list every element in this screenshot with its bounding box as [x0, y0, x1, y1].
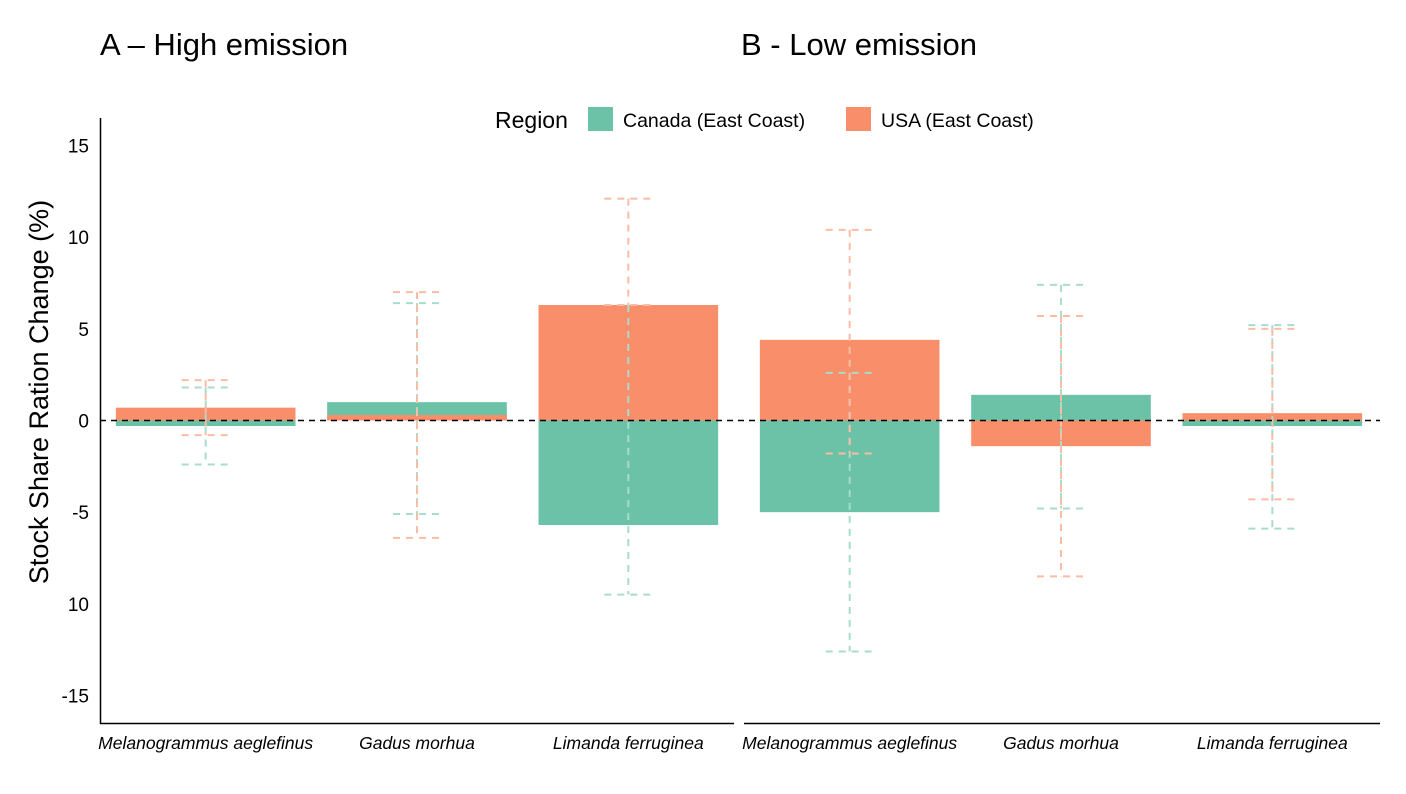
legend-swatch-usa [846, 107, 871, 131]
panel-b-marks [759, 228, 1363, 653]
x-tick-label: Gadus morhua [1003, 733, 1119, 753]
x-axis-ticks: Melanogrammus aeglefinus Gadus morhua Lima… [98, 733, 1348, 753]
y-axis-label: Stock Share Ration Change (%) [24, 200, 54, 584]
x-tick-label: Limanda ferruginea [1197, 733, 1348, 753]
error-bar-canada-east-coast-limanda-ferruginea [1248, 324, 1297, 530]
error-bar-usa-east-coast-melanogrammus-aeglefinus [825, 228, 874, 455]
error-bar-usa-east-coast-limanda-ferruginea [604, 197, 653, 306]
x-tick-label: Gadus morhua [359, 733, 475, 753]
y-tick-label: 0 [78, 412, 89, 433]
y-tick-label: 15 [68, 137, 89, 158]
legend-label-canada: Canada (East Coast) [623, 110, 805, 132]
error-bar-usa-east-coast-gadus-morhua [393, 291, 441, 539]
error-bar-canada-east-coast-melanogrammus-aeglefinus [825, 371, 874, 653]
y-axis-ticks: 15 10 5 0 -5 10 -15 [62, 137, 89, 708]
panel-a-title: A – High emission [100, 27, 348, 62]
y-tick-label: -5 [72, 503, 89, 524]
x-tick-label: Limanda ferruginea [553, 733, 704, 753]
error-bar-canada-east-coast-melanogrammus-aeglefinus [181, 386, 230, 466]
y-tick-label: 10 [68, 228, 89, 249]
error-bar-canada-east-coast-gadus-morhua [1037, 283, 1085, 510]
bar-usa-east-coast-gadus-morhua [327, 415, 507, 421]
y-tick-label: 5 [78, 320, 89, 341]
panel-b-title: B - Low emission [741, 27, 977, 62]
error-bar-usa-east-coast-gadus-morhua [1037, 315, 1085, 578]
legend: Region Canada (East Coast) USA (East Coa… [495, 107, 1034, 133]
y-tick-label: -15 [62, 687, 89, 708]
panel-a-marks [115, 197, 719, 596]
legend-title: Region [495, 107, 568, 133]
chart-marks [100, 197, 1380, 653]
legend-label-usa: USA (East Coast) [881, 110, 1034, 132]
error-bar-usa-east-coast-limanda-ferruginea [1248, 327, 1297, 501]
error-bar-usa-east-coast-melanogrammus-aeglefinus [181, 379, 230, 437]
x-tick-label: Melanogrammus aeglefinus [742, 733, 957, 753]
legend-swatch-canada [588, 107, 613, 131]
x-tick-label: Melanogrammus aeglefinus [98, 733, 313, 753]
y-tick-label: 10 [68, 595, 89, 616]
